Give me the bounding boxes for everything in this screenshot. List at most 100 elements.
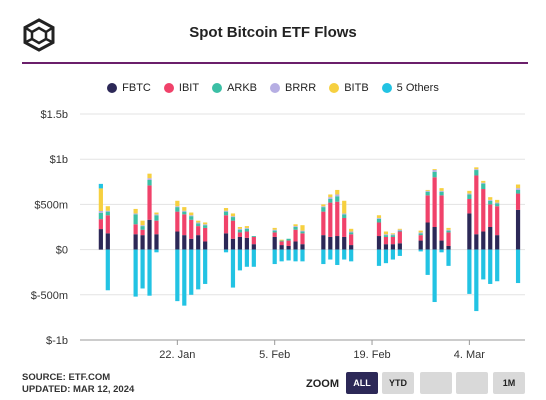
zoom-label: ZOOM — [306, 378, 339, 390]
bar-segment-brrr — [439, 190, 444, 192]
bar-segment-5-others — [349, 249, 354, 262]
bar-segment-brrr — [425, 190, 430, 192]
bar-segment-brrr — [237, 228, 243, 230]
bar-segment-fbtc — [432, 227, 437, 250]
bar-segment-fbtc — [230, 238, 236, 250]
legend-item-5-others[interactable]: 5 Others — [381, 82, 439, 94]
bar-segment-ibit — [203, 227, 208, 242]
bar-segment-ibit — [293, 229, 298, 242]
bar-segment-brrr — [182, 210, 187, 212]
bar-segment-fbtc — [286, 245, 291, 250]
bar-segment-brrr — [328, 197, 333, 199]
bar-segment-fbtc — [105, 233, 110, 250]
x-tick-label: 5. Feb — [259, 349, 290, 361]
bar-segment-fbtc — [342, 236, 347, 250]
bar-segment-arkb — [244, 228, 249, 232]
bar-segment-5-others — [98, 183, 103, 189]
bar-segment-5-others — [467, 249, 472, 294]
zoom-button-range-2[interactable] — [420, 372, 452, 394]
bar-segment-ibit — [230, 220, 236, 239]
bar-segment-arkb — [342, 214, 347, 218]
bar-segment-fbtc — [418, 240, 423, 250]
bar-segment-bitb — [147, 173, 152, 179]
bar-segment-bitb — [98, 188, 103, 211]
bar-segment-5-others — [293, 249, 298, 262]
y-tick-label: $0 — [56, 245, 68, 257]
bar-segment-brrr — [432, 170, 437, 172]
bar-segment-bitb — [175, 200, 180, 207]
bar-segment-5-others — [328, 249, 333, 260]
bar-segment-fbtc — [481, 231, 486, 250]
bar-segment-ibit — [244, 231, 249, 238]
bar-segment-fbtc — [244, 237, 249, 250]
bar-segment-fbtc — [300, 244, 305, 250]
bar-segment-5-others — [418, 249, 423, 252]
bar-segment-5-others — [223, 249, 229, 253]
bar-segment-brrr — [293, 226, 298, 227]
bar-segment-arkb — [223, 211, 229, 216]
bar-segment-fbtc — [390, 244, 395, 250]
bar-segment-bitb — [474, 167, 479, 170]
bar-segment-fbtc — [140, 235, 145, 250]
bar-segment-fbtc — [376, 236, 382, 250]
bar-segment-brrr — [196, 222, 201, 224]
bar-segment-5-others — [286, 249, 291, 261]
bar-segment-bitb — [488, 197, 493, 200]
bar-segment-ibit — [175, 211, 180, 232]
bar-segment-bitb — [328, 194, 333, 198]
bar-segment-arkb — [237, 229, 243, 233]
bar-segment-brrr — [495, 202, 500, 204]
bar-segment-5-others — [300, 249, 305, 262]
zoom-button-1m[interactable]: 1M — [493, 372, 525, 394]
bar-segment-arkb — [203, 225, 208, 228]
bar-segment-5-others — [481, 249, 486, 280]
bar-segment-bitb — [390, 233, 395, 235]
bar-segment-arkb — [383, 235, 389, 237]
bar-segment-5-others — [321, 249, 326, 265]
chart-title: Spot Bitcoin ETF Flows — [189, 24, 357, 41]
bar-segment-5-others — [203, 249, 208, 284]
bar-segment-bitb — [293, 224, 298, 227]
zoom-button-range-3[interactable] — [456, 372, 488, 394]
bar-segment-arkb — [105, 211, 110, 216]
legend-item-arkb[interactable]: ARKB — [212, 82, 257, 94]
bar-segment-ibit — [342, 217, 347, 237]
legend-marker — [381, 83, 392, 93]
bar-segment-brrr — [230, 216, 236, 218]
bar-segment-arkb — [376, 218, 382, 223]
bar-segment-arkb — [432, 171, 437, 178]
bar-segment-ibit — [446, 232, 451, 246]
bar-segment-ibit — [467, 198, 472, 214]
bar-segment-arkb — [425, 191, 430, 196]
bar-segment-5-others — [335, 249, 340, 265]
bar-segment-ibit — [488, 204, 493, 227]
title-divider — [22, 62, 528, 64]
bar-segment-fbtc — [397, 243, 402, 250]
bar-segment-ibit — [439, 195, 444, 241]
bar-segment-arkb — [321, 207, 326, 212]
bar-segment-arkb — [154, 215, 159, 221]
legend-item-brrr[interactable]: BRRR — [270, 82, 316, 94]
bar-segment-bitb — [140, 220, 145, 226]
bar-segment-fbtc — [293, 241, 298, 250]
legend-item-bitb[interactable]: BITB — [329, 82, 369, 94]
bar-segment-bitb — [376, 215, 382, 218]
y-tick-label: $-1b — [46, 335, 68, 347]
bar-segment-ibit — [300, 233, 305, 245]
zoom-button-all[interactable]: ALL — [346, 372, 378, 394]
bar-segment-brrr — [474, 169, 479, 171]
bar-segment-fbtc — [223, 233, 229, 250]
bar-segment-brrr — [223, 210, 229, 212]
bar-segment-5-others — [196, 249, 201, 290]
zoom-button-ytd[interactable]: YTD — [382, 372, 414, 394]
legend-marker — [212, 83, 223, 93]
bar-segment-bitb — [342, 200, 347, 214]
legend-label: IBIT — [178, 82, 200, 94]
bar-segment-fbtc — [147, 219, 152, 250]
bar-segment-arkb — [98, 212, 103, 220]
bar-segment-ibit — [335, 201, 340, 237]
source-line: SOURCE: ETF.COM — [22, 372, 111, 383]
legend-item-ibit[interactable]: IBIT — [163, 82, 200, 94]
source-note: SOURCE: ETF.COM UPDATED: MAR 12, 2024 — [22, 372, 134, 396]
legend-item-fbtc[interactable]: FBTC — [107, 82, 151, 94]
